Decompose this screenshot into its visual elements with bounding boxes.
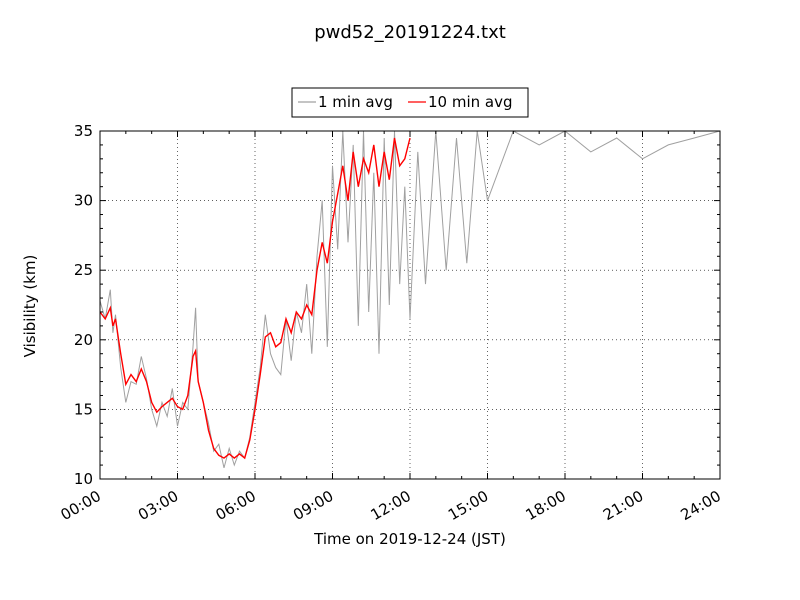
x-tick-label: 24:00: [678, 487, 724, 524]
y-tick-label: 30: [74, 192, 93, 210]
x-axis-label: Time on 2019-12-24 (JST): [313, 530, 506, 548]
legend: 1 min avg 10 min avg: [291, 87, 529, 118]
y-tick-label: 20: [74, 331, 93, 349]
y-tick-label: 25: [74, 261, 93, 279]
x-tick-label: 18:00: [523, 487, 569, 524]
grid: [100, 131, 720, 479]
chart-title: pwd52_20191224.txt: [314, 22, 506, 43]
legend-label-1min: 1 min avg: [318, 93, 393, 111]
series-layer: [100, 131, 720, 469]
x-tick-label: 09:00: [290, 487, 336, 524]
x-tick-label: 21:00: [600, 487, 646, 524]
series-1min-avg-line: [100, 131, 720, 469]
legend-label-10min: 10 min avg: [428, 93, 513, 111]
ticks: 00:00 03:00 06:00 09:00 12:00 15:00 18:00 21:00…: [58, 122, 724, 524]
y-tick-label: 35: [74, 122, 93, 140]
y-axis-label: Visibility (km): [21, 255, 39, 358]
y-tick-label: 10: [74, 470, 93, 488]
x-tick-label: 00:00: [58, 487, 104, 524]
x-tick-label: 15:00: [445, 487, 491, 524]
series-10min-avg-line: [100, 137, 411, 460]
y-tick-label: 15: [74, 400, 93, 418]
x-tick-label: 06:00: [213, 487, 259, 524]
x-tick-label: 03:00: [135, 487, 181, 524]
x-tick-label: 12:00: [368, 487, 414, 524]
